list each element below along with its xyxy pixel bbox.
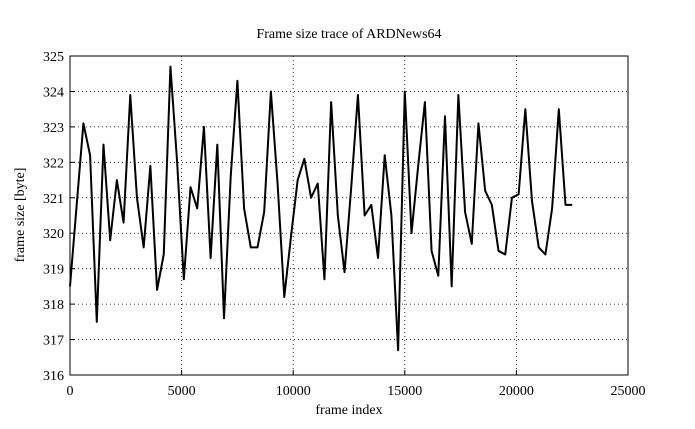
plot-frame	[69, 55, 629, 376]
y-tick-label: 320	[43, 227, 64, 242]
x-axis-label: frame index	[315, 403, 382, 418]
y-tick-label: 321	[43, 192, 64, 207]
y-tick-label: 318	[43, 298, 64, 313]
y-tick-label: 319	[43, 263, 64, 278]
y-axis-label: frame size [byte]	[13, 168, 28, 263]
x-tick-label: 5000	[168, 384, 196, 399]
x-tick-label: 10000	[276, 384, 311, 399]
y-tick-label: 323	[43, 121, 64, 136]
x-tick-label: 15000	[387, 384, 422, 399]
y-tick-label: 322	[43, 156, 64, 171]
x-tick-label: 25000	[611, 384, 646, 399]
data-line	[69, 65, 573, 352]
y-tick-label: 325	[43, 50, 64, 65]
y-tick-label: 316	[43, 369, 64, 384]
x-tick-label: 20000	[499, 384, 534, 399]
chart-title: Frame size trace of ARDNews64	[256, 27, 441, 42]
y-tick-label: 317	[43, 334, 64, 349]
y-tick-label: 324	[43, 85, 64, 100]
x-tick-label: 0	[67, 384, 74, 399]
